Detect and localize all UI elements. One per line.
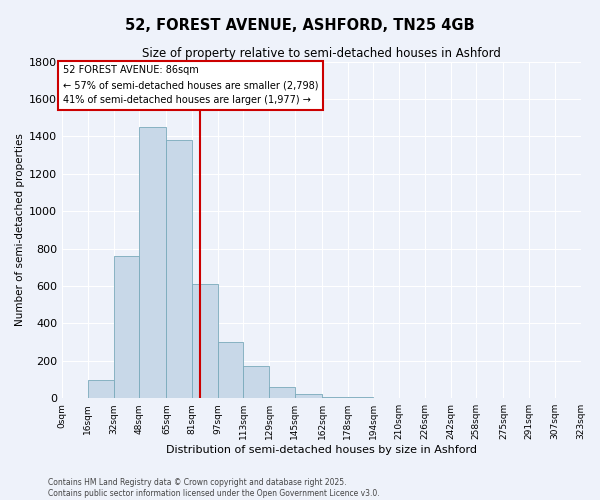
Bar <box>295 394 322 398</box>
Bar <box>192 284 218 398</box>
Y-axis label: Number of semi-detached properties: Number of semi-detached properties <box>15 134 25 326</box>
Bar <box>322 396 348 398</box>
Bar <box>244 366 269 398</box>
Text: Contains HM Land Registry data © Crown copyright and database right 2025.
Contai: Contains HM Land Registry data © Crown c… <box>48 478 380 498</box>
Bar <box>139 127 166 398</box>
Text: 52, FOREST AVENUE, ASHFORD, TN25 4GB: 52, FOREST AVENUE, ASHFORD, TN25 4GB <box>125 18 475 32</box>
Bar <box>166 140 192 398</box>
Bar <box>88 380 113 398</box>
Title: Size of property relative to semi-detached houses in Ashford: Size of property relative to semi-detach… <box>142 48 501 60</box>
Bar <box>269 387 295 398</box>
X-axis label: Distribution of semi-detached houses by size in Ashford: Distribution of semi-detached houses by … <box>166 445 477 455</box>
Bar <box>113 256 139 398</box>
Text: 52 FOREST AVENUE: 86sqm
← 57% of semi-detached houses are smaller (2,798)
41% of: 52 FOREST AVENUE: 86sqm ← 57% of semi-de… <box>63 66 319 105</box>
Bar <box>218 342 244 398</box>
